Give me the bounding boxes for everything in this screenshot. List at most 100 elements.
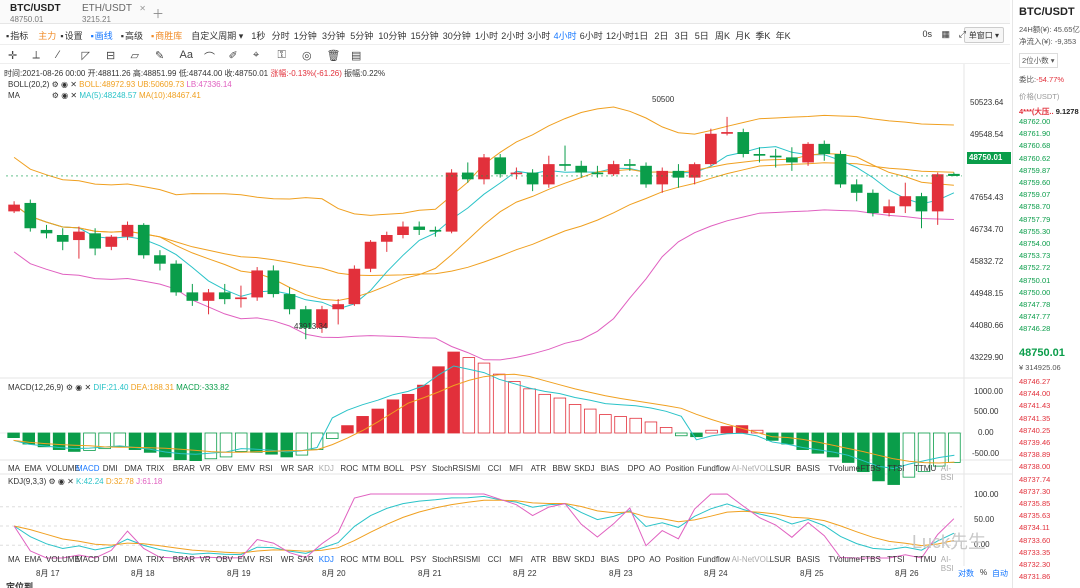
- trend-line-icon[interactable]: ◸: [81, 50, 90, 62]
- ask-price[interactable]: 48746.28: [1019, 324, 1051, 334]
- toolbar-item-24[interactable]: 5日: [695, 29, 709, 42]
- indicator-tab[interactable]: SMI: [466, 464, 481, 473]
- toolbar-item-18[interactable]: 4小时: [554, 29, 577, 42]
- toolbar-item-8[interactable]: 分时: [272, 29, 290, 42]
- indicator-tab[interactable]: SAR: [297, 464, 314, 473]
- indicator-tab[interactable]: PSY: [410, 555, 427, 564]
- indicator-tab[interactable]: BIAS: [600, 464, 620, 473]
- indicator-tab[interactable]: StochRSI: [432, 464, 466, 473]
- indicator-tab[interactable]: OBV: [216, 555, 233, 564]
- toolbar-item-17[interactable]: 3小时: [527, 29, 550, 42]
- auto-toggle[interactable]: 自动: [992, 569, 1008, 578]
- indicator-tab[interactable]: ATR: [530, 555, 547, 564]
- indicator-tab[interactable]: DPO: [627, 464, 645, 473]
- ask-price[interactable]: 48752.72: [1019, 263, 1051, 273]
- toolbar-item-1[interactable]: 主力: [38, 29, 56, 42]
- indicator-tab[interactable]: MTM: [362, 555, 381, 564]
- bid-price[interactable]: 48737.30: [1019, 486, 1051, 496]
- indicator-tab[interactable]: BOLL: [383, 464, 405, 473]
- indicator-tab[interactable]: MACD: [76, 555, 100, 564]
- close-icon[interactable]: ✕: [67, 477, 74, 486]
- indicator-tab[interactable]: Fundflow: [697, 555, 731, 564]
- indicator-tab[interactable]: MTM: [362, 464, 381, 473]
- ask-price[interactable]: 48754.00: [1019, 239, 1051, 248]
- indicator-tab[interactable]: LSUR: [769, 464, 791, 473]
- indicator-tab[interactable]: VR: [199, 555, 211, 564]
- percent-toggle[interactable]: %: [980, 568, 988, 577]
- indicator-tab[interactable]: RSI: [259, 555, 273, 564]
- toolbar-item-20[interactable]: 12小时: [606, 29, 634, 42]
- gear-icon[interactable]: ⚙: [48, 477, 56, 486]
- toolbar-item-13[interactable]: 15分钟: [411, 29, 439, 42]
- indicator-tab[interactable]: RSI: [259, 464, 273, 473]
- indicator-tab[interactable]: EMA: [24, 555, 42, 564]
- locate-button[interactable]: 定位到: [6, 582, 34, 588]
- bid-price[interactable]: 48735.85: [1019, 499, 1051, 508]
- magnet-icon[interactable]: ⌖: [253, 49, 260, 61]
- indicator-tab[interactable]: DMA: [124, 464, 143, 473]
- indicator-tab[interactable]: OBV: [216, 464, 233, 473]
- ask-price[interactable]: 48762.00: [1019, 117, 1051, 126]
- toolbar-item-11[interactable]: 5分钟: [350, 29, 373, 42]
- indicator-tab[interactable]: BRAR: [172, 555, 196, 564]
- text-icon[interactable]: Aa: [179, 49, 193, 61]
- indicator-tab[interactable]: CCI: [487, 464, 502, 473]
- indicator-tab[interactable]: LSUR: [769, 555, 791, 564]
- indicator-tab[interactable]: MA: [8, 464, 20, 473]
- log-toggle[interactable]: 对数: [958, 569, 974, 578]
- bid-price[interactable]: 48733.35: [1019, 547, 1051, 557]
- toolbar-item-21[interactable]: 1日: [634, 29, 648, 42]
- lock-icon[interactable]: ⚿: [277, 49, 286, 61]
- eye-icon[interactable]: ◉: [61, 91, 69, 100]
- indicator-tab[interactable]: PSY: [410, 464, 427, 473]
- indicator-tab[interactable]: BIAS: [600, 555, 620, 564]
- bid-price[interactable]: 48741.43: [1019, 401, 1051, 411]
- gear-icon[interactable]: ⚙: [65, 383, 73, 392]
- ask-price[interactable]: 48759.07: [1019, 190, 1051, 200]
- ask-price[interactable]: 48759.87: [1019, 165, 1051, 175]
- indicator-tab[interactable]: BBW: [552, 555, 571, 564]
- ask-price[interactable]: 48755.30: [1019, 226, 1051, 236]
- toolbar-item-10[interactable]: 3分钟: [322, 29, 345, 42]
- toolbar-item-28[interactable]: 年K: [776, 29, 791, 42]
- brush-icon[interactable]: ✎: [155, 50, 165, 62]
- bid-price[interactable]: 48737.74: [1019, 474, 1051, 484]
- measure-icon[interactable]: ⌒: [204, 52, 215, 64]
- toolbar-item-26[interactable]: 月K: [735, 29, 750, 42]
- toolbar-item-5[interactable]: ▪商胜库: [151, 29, 182, 42]
- ruler-icon[interactable]: ✐: [228, 50, 238, 62]
- indicator-tab[interactable]: DMI: [102, 555, 118, 564]
- indicator-tab[interactable]: WR: [280, 555, 295, 564]
- indicator-tab[interactable]: BASIS: [796, 464, 820, 473]
- ask-price[interactable]: 48750.00: [1019, 287, 1051, 297]
- indicator-tab[interactable]: TTMU: [914, 555, 937, 564]
- toolbar-item-0[interactable]: ▪指标: [6, 29, 28, 42]
- fib-icon[interactable]: ⊟: [106, 50, 116, 62]
- indicator-tab[interactable]: VOLUME: [46, 555, 80, 564]
- close-icon[interactable]: ✕: [84, 383, 92, 392]
- eye-icon[interactable]: ◉: [75, 383, 83, 392]
- depth-select[interactable]: 2位小数 ▾: [1019, 53, 1058, 68]
- bid-price[interactable]: 48735.63: [1019, 511, 1051, 521]
- indicator-tab[interactable]: BBW: [552, 464, 571, 473]
- bid-price[interactable]: 48739.46: [1019, 438, 1051, 447]
- bid-price[interactable]: 48741.35: [1019, 413, 1051, 423]
- indicator-tab[interactable]: AI-NetVOL: [731, 555, 771, 564]
- indicator-tab[interactable]: SAR: [297, 555, 314, 564]
- indicator-tab[interactable]: BOLL: [383, 555, 405, 564]
- eye-icon[interactable]: ◎: [302, 50, 312, 62]
- bid-price[interactable]: 48744.00: [1019, 389, 1051, 399]
- indicator-tab[interactable]: ATR: [530, 464, 547, 473]
- grid-icon[interactable]: ▦: [941, 29, 950, 39]
- gear-icon[interactable]: ⚙: [51, 80, 59, 89]
- indicator-tab[interactable]: EMV: [237, 555, 255, 564]
- toolbar-item-7[interactable]: 1秒: [251, 29, 265, 42]
- toolbar-item-23[interactable]: 3日: [675, 29, 689, 42]
- ray-icon[interactable]: ⁄: [57, 49, 59, 61]
- indicator-tab[interactable]: AI-BSI: [940, 555, 954, 573]
- toolbar-item-12[interactable]: 10分钟: [378, 29, 406, 42]
- toolbar-item-15[interactable]: 1小时: [475, 29, 498, 42]
- indicator-tab[interactable]: TRIX: [146, 555, 165, 564]
- toolbar-item-2[interactable]: ▪设置: [60, 29, 82, 42]
- indicator-tab[interactable]: FTBS: [860, 555, 881, 564]
